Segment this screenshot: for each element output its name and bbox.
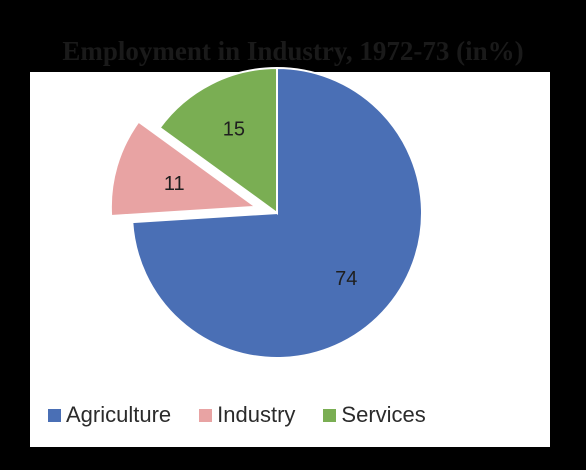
data-label-industry: 11	[164, 173, 185, 195]
pie-slice-industry	[109, 120, 259, 218]
legend-label-agriculture: Agriculture	[66, 402, 172, 427]
legend-swatch-services	[323, 408, 337, 422]
legend-label-industry: Industry	[217, 402, 296, 427]
pie-slice-services	[158, 66, 278, 215]
legend-swatch-industry	[199, 408, 213, 422]
data-label-services: 15	[223, 118, 245, 140]
legend-entry-services: Services	[323, 402, 426, 428]
chart-title: Employment in Industry, 1972-73 (in%)	[62, 36, 524, 66]
legend-entry-agriculture: Agriculture	[48, 402, 171, 428]
data-label-agriculture: 74	[335, 268, 357, 290]
legend-entry-industry: Industry	[199, 402, 295, 428]
legend-swatch-agriculture	[48, 408, 61, 422]
legend: Agriculture Industry Services	[48, 402, 426, 428]
legend-label-services: Services	[341, 402, 426, 427]
